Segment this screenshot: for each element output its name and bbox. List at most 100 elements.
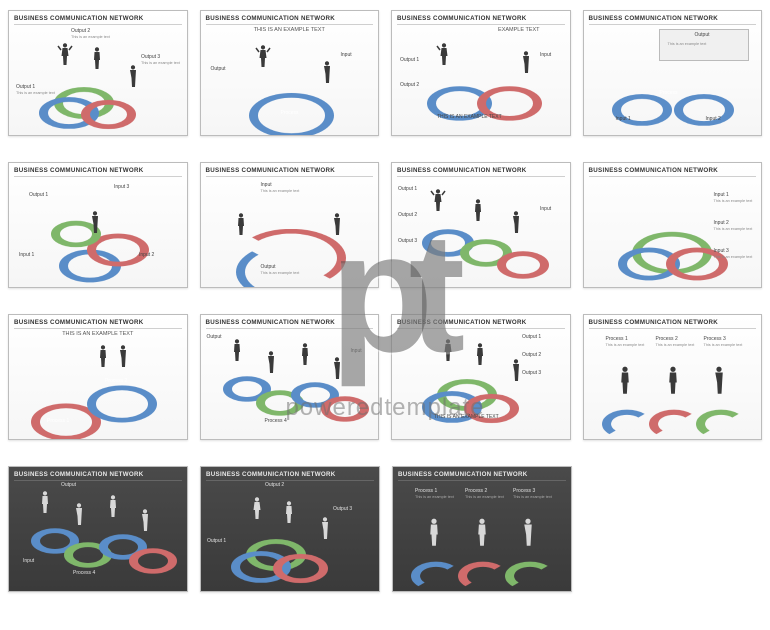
slide-10[interactable]: BUSINESS COMMUNICATION NETWORK Output In… [200, 314, 380, 440]
slide-5[interactable]: BUSINESS COMMUNICATION NETWORK Input 1 I… [8, 162, 188, 288]
slide-title: BUSINESS COMMUNICATION NETWORK [584, 315, 762, 326]
ring-red [497, 251, 549, 279]
slide-content: Process 1This is an example text Process… [393, 481, 571, 591]
slide-content: Output 1 Output 2 Output 3 Input [392, 177, 570, 287]
slide-4[interactable]: BUSINESS COMMUNICATION NETWORK Output Th… [583, 10, 763, 136]
person-icon [61, 43, 69, 65]
person-icon [434, 189, 442, 211]
row-1: BUSINESS COMMUNICATION NETWORK Output 1T… [8, 10, 762, 136]
label-input: Input [341, 53, 352, 59]
label-input: Input [351, 349, 362, 355]
label-input3: Input 3This is an example text [714, 249, 753, 259]
slide-15[interactable]: BUSINESS COMMUNICATION NETWORK Process 1… [392, 466, 572, 592]
label-output3: Output 3 [522, 371, 541, 377]
subtitle: THIS IS AN EXAMPLE TEXT [9, 329, 187, 337]
label-process: Process [660, 91, 678, 97]
label-process2: Process 2This is an example text [465, 489, 504, 499]
ring-red [129, 548, 177, 573]
person-icon [253, 497, 261, 519]
slide-content: Output 1 Output 2 Output 3 [201, 481, 379, 591]
slide-13[interactable]: BUSINESS COMMUNICATION NETWORK Output In… [8, 466, 188, 592]
label-output2: Output 2This is an example text [71, 29, 110, 39]
row-2: BUSINESS COMMUNICATION NETWORK Input 1 I… [8, 162, 762, 288]
person-icon [109, 495, 117, 517]
label-input: InputThis is an example text [261, 183, 300, 193]
ring-red [236, 229, 346, 287]
label-output3: Output 3This is an example text [141, 55, 180, 65]
slide-title: BUSINESS COMMUNICATION NETWORK [392, 11, 570, 22]
label-output: Output [61, 483, 76, 489]
slide-8[interactable]: BUSINESS COMMUNICATION NETWORK Input 1Th… [583, 162, 763, 288]
label-output: Output [211, 67, 226, 73]
ring-blue [674, 94, 734, 126]
slide-title: BUSINESS COMMUNICATION NETWORK [201, 315, 379, 326]
slide-6[interactable]: BUSINESS COMMUNICATION NETWORK InputThis… [200, 162, 380, 288]
slide-7[interactable]: BUSINESS COMMUNICATION NETWORK Output 1 … [391, 162, 571, 288]
ring-red [649, 410, 699, 439]
person-icon [75, 503, 83, 525]
label-output1: Output 1This is an example text [16, 85, 55, 95]
subtitle-bottom: THIS IS AN EXAMPLE TEXT [434, 415, 499, 421]
slide-content: Output 1 Output 2 Input THIS IS AN EXAMP… [392, 33, 570, 136]
person-icon [477, 517, 487, 547]
ring-blue [602, 410, 652, 439]
label-process: Process [281, 111, 299, 117]
label-input1: Input 1This is an example text [714, 193, 753, 203]
person-icon [233, 339, 241, 361]
slide-content: Output 1This is an example text Output 2… [9, 25, 187, 135]
tiny-desc: This is an example text [668, 42, 707, 46]
ring-blue [87, 385, 157, 422]
slide-content: InputThis is an example text OutputThis … [201, 177, 379, 287]
label-output3: Output 3 [333, 507, 352, 513]
label-output: OutputThis is an example text [261, 265, 300, 275]
person-icon [267, 351, 275, 373]
label-input2: Input 2This is an example text [714, 221, 753, 231]
slide-content: Output Input Process 4 [201, 329, 379, 439]
slide-1[interactable]: BUSINESS COMMUNICATION NETWORK Output 1T… [8, 10, 188, 136]
label-output1: Output 1 [29, 193, 48, 199]
slide-12[interactable]: BUSINESS COMMUNICATION NETWORK Process 1… [583, 314, 763, 440]
person-icon [259, 45, 267, 67]
slide-9[interactable]: BUSINESS COMMUNICATION NETWORK THIS IS A… [8, 314, 188, 440]
person-icon [129, 65, 137, 87]
person-icon [620, 365, 630, 395]
slide-title: BUSINESS COMMUNICATION NETWORK [584, 163, 762, 174]
label-input: Input [23, 559, 34, 565]
label-output3: Output 3 [398, 239, 417, 245]
person-icon [285, 501, 293, 523]
slide-title: BUSINESS COMMUNICATION NETWORK [201, 467, 379, 478]
slide-content: Output Input Process [201, 33, 379, 136]
label-process1: Process 1This is an example text [606, 337, 645, 347]
ring-blue [411, 562, 461, 591]
header: EXAMPLE TEXT [392, 25, 570, 33]
person-icon [476, 343, 484, 365]
label-output1: Output 1 [522, 335, 541, 341]
label-input: Input [540, 53, 551, 59]
slide-title: BUSINESS COMMUNICATION NETWORK [201, 163, 379, 174]
person-icon [522, 51, 530, 73]
label-output2: Output 2 [522, 353, 541, 359]
label-output2: Output 2 [400, 83, 419, 89]
slide-title: BUSINESS COMMUNICATION NETWORK [9, 163, 187, 174]
person-icon [474, 199, 482, 221]
ring-green [696, 410, 746, 439]
person-icon [99, 345, 107, 367]
label-output2: Output 2 [398, 213, 417, 219]
slide-title: BUSINESS COMMUNICATION NETWORK [392, 315, 570, 326]
slide-11[interactable]: BUSINESS COMMUNICATION NETWORK Output 1 … [391, 314, 571, 440]
slide-content: Input 1This is an example text Input 2Th… [584, 177, 762, 287]
label-output1: Output 1 [400, 58, 419, 64]
slide-14[interactable]: BUSINESS COMMUNICATION NETWORK Output 1 … [200, 466, 380, 592]
slide-title: BUSINESS COMMUNICATION NETWORK [9, 467, 187, 478]
row-4: BUSINESS COMMUNICATION NETWORK Output In… [8, 466, 762, 592]
slide-content: Process 1 Process 2 [9, 337, 187, 440]
slide-2[interactable]: BUSINESS COMMUNICATION NETWORK THIS IS A… [200, 10, 380, 136]
slide-3[interactable]: BUSINESS COMMUNICATION NETWORK EXAMPLE T… [391, 10, 571, 136]
row-3: BUSINESS COMMUNICATION NETWORK THIS IS A… [8, 314, 762, 440]
label-process4: Process 4 [73, 571, 95, 577]
ring-red [273, 554, 328, 583]
ring-red [321, 396, 369, 421]
ring-green [505, 562, 555, 591]
label-process2: Process 2This is an example text [656, 337, 695, 347]
subtitle-bottom: THIS IS AN EXAMPLE TEXT [437, 115, 502, 121]
